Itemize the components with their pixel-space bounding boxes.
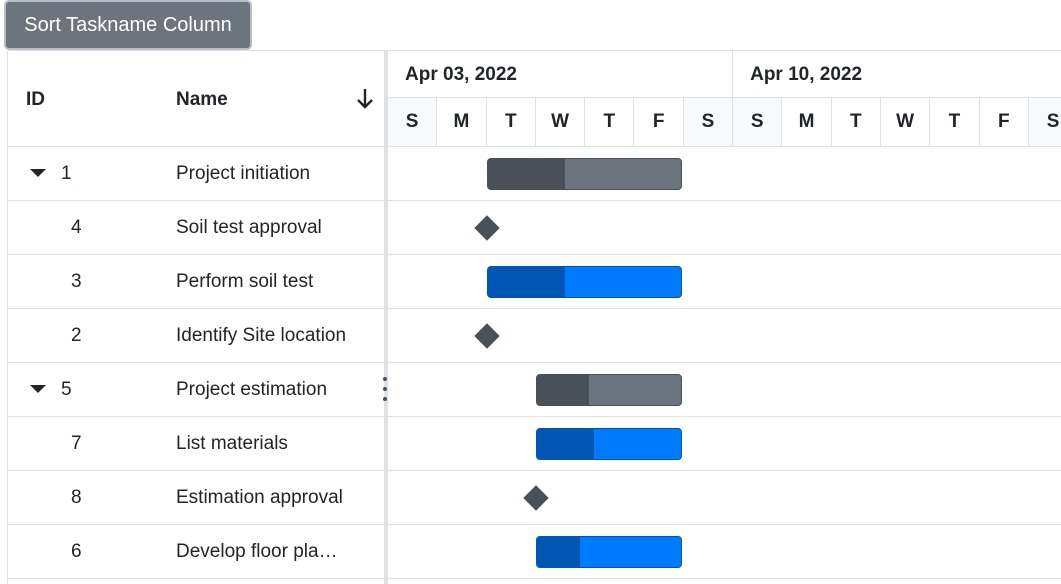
timeline-day-label: M xyxy=(782,98,832,146)
table-row[interactable]: 7 List materials xyxy=(8,417,384,471)
table-row[interactable]: 4 Soil test approval xyxy=(8,201,384,255)
grid-body: 1 Project initiation 4 Soil test approval 3 P… xyxy=(8,147,384,579)
caret-down-icon[interactable] xyxy=(30,385,46,393)
splitter[interactable] xyxy=(384,50,388,584)
timeline-day-label: W xyxy=(536,98,586,146)
task-id-cell: 7 xyxy=(71,433,82,454)
task-name-cell: Project estimation xyxy=(176,379,328,400)
task-bar[interactable] xyxy=(486,266,682,298)
task-id-cell: 2 xyxy=(71,325,82,346)
parent-task-bar[interactable] xyxy=(486,158,682,190)
task-progress xyxy=(536,375,589,405)
column-header-id[interactable]: ID xyxy=(26,89,45,110)
table-row[interactable]: 5 Project estimation xyxy=(8,363,384,417)
chart-row xyxy=(388,363,1061,417)
task-progress xyxy=(536,429,595,459)
task-id-cell: 5 xyxy=(61,379,72,400)
table-row[interactable]: 3 Perform soil test xyxy=(8,255,384,309)
timeline-day-label: S xyxy=(388,98,438,146)
vertical-ellipsis-icon[interactable] xyxy=(382,377,388,401)
chart-row xyxy=(388,525,1061,579)
task-progress xyxy=(536,537,581,567)
task-progress xyxy=(487,267,565,297)
task-name-cell: Develop floor pla… xyxy=(176,541,338,562)
table-row[interactable]: 2 Identify Site location xyxy=(8,309,384,363)
task-bar[interactable] xyxy=(535,428,682,460)
milestone-marker[interactable] xyxy=(473,215,500,241)
timeline-day-label: T xyxy=(487,98,536,146)
task-name-cell: Project initiation xyxy=(176,163,311,184)
milestone-marker[interactable] xyxy=(523,485,549,511)
timeline-week-row: Apr 03, 2022 Apr 10, 2022 xyxy=(388,51,1061,98)
task-id-cell: 6 xyxy=(71,541,82,562)
chart-row xyxy=(388,255,1061,309)
table-row[interactable]: 6 Develop floor pla… xyxy=(8,525,384,579)
chart-row xyxy=(388,417,1061,471)
task-progress xyxy=(487,159,565,189)
timeline-day-label: M xyxy=(437,98,487,146)
milestone-marker[interactable] xyxy=(473,323,500,349)
task-bar[interactable] xyxy=(535,536,682,568)
task-id-cell: 4 xyxy=(71,217,82,238)
task-name-cell: Perform soil test xyxy=(176,271,314,292)
chart-row xyxy=(388,309,1061,363)
timeline-day-label: F xyxy=(635,98,684,146)
task-name-cell: Soil test approval xyxy=(176,217,322,238)
chart-row xyxy=(388,147,1061,201)
timeline-day-label: T xyxy=(585,98,635,146)
table-row[interactable]: 1 Project initiation xyxy=(8,147,384,201)
arrow-down-icon[interactable] xyxy=(356,87,374,111)
timeline-day-label: T xyxy=(930,98,980,146)
timeline-day-label: F xyxy=(980,98,1029,146)
table-row[interactable]: 8 Estimation approval xyxy=(8,471,384,525)
timeline-day-label: S xyxy=(1028,98,1061,146)
task-name-cell: Estimation approval xyxy=(176,487,343,508)
timeline-day-label: S xyxy=(683,98,734,146)
timeline-week-label: Apr 03, 2022 xyxy=(388,51,734,98)
caret-down-icon[interactable] xyxy=(30,169,46,177)
chart-row xyxy=(388,201,1061,255)
grid-header: ID Name xyxy=(8,51,384,147)
sort-taskname-button[interactable]: Sort Taskname Column xyxy=(4,0,252,50)
task-id-cell: 8 xyxy=(71,487,82,508)
chart-row xyxy=(388,471,1061,525)
task-id-cell: 3 xyxy=(71,271,82,292)
task-grid: ID Name 1 Project initiation 4 Soil test ap… xyxy=(7,50,384,584)
task-name-cell: Identify Site location xyxy=(176,325,347,346)
timeline-day-label: W xyxy=(881,98,931,146)
parent-task-bar[interactable] xyxy=(535,374,682,406)
timeline-week-label: Apr 10, 2022 xyxy=(733,51,1061,98)
column-header-name[interactable]: Name xyxy=(176,89,228,110)
timeline-day-label: S xyxy=(733,98,783,146)
task-id-cell: 1 xyxy=(61,163,72,184)
timeline-day-label: T xyxy=(832,98,881,146)
task-name-cell: List materials xyxy=(176,433,288,454)
